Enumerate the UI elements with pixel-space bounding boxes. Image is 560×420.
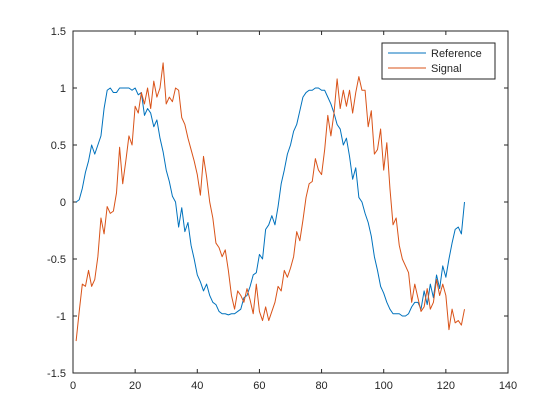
x-tick-label: 100 bbox=[375, 380, 393, 392]
x-tick-label: 20 bbox=[129, 380, 141, 392]
y-tick-label: 1 bbox=[60, 83, 66, 95]
y-tick-label: -0.5 bbox=[47, 254, 66, 266]
legend-label-signal: Signal bbox=[431, 63, 462, 75]
plot-area bbox=[75, 62, 465, 342]
legend-label-reference: Reference bbox=[431, 48, 482, 60]
y-tick-label: 0 bbox=[60, 197, 66, 209]
x-tick-label: 40 bbox=[191, 380, 203, 392]
axis-ticks: 0 20 40 60 80 100 120 140 -1.5 -1 -0.5 0 0.5 1 1.5 bbox=[47, 26, 517, 392]
x-tick-label: 0 bbox=[70, 380, 76, 392]
series-line-signal bbox=[75, 62, 465, 342]
legend-box bbox=[381, 42, 496, 80]
x-tick-label: 140 bbox=[499, 380, 517, 392]
x-tick-label: 60 bbox=[253, 380, 265, 392]
y-tick-label: -1.5 bbox=[47, 368, 66, 380]
x-tick-label: 120 bbox=[437, 380, 455, 392]
y-tick-label: 0.5 bbox=[51, 140, 66, 152]
x-tick-label: 80 bbox=[315, 380, 327, 392]
legend[interactable]: Reference Signal bbox=[381, 42, 496, 80]
y-tick-label: 1.5 bbox=[51, 26, 66, 38]
y-tick-label: -1 bbox=[56, 311, 66, 323]
